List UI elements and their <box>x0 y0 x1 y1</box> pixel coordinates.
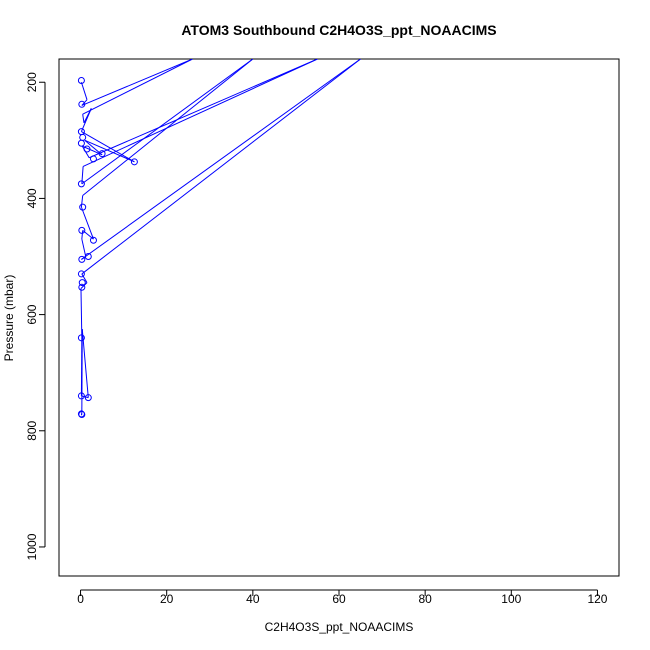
series-segment <box>81 59 254 185</box>
y-axis: 200 400 600 800 1000 <box>25 72 46 560</box>
series-segment <box>81 329 89 398</box>
x-tick-label: 120 <box>587 592 607 606</box>
x-tick-label: 100 <box>501 592 521 606</box>
data-point <box>98 150 106 158</box>
data-point <box>78 226 86 234</box>
chart-title: ATOM3 Southbound C2H4O3S_ppt_NOAACIMS <box>181 22 496 38</box>
series-segment <box>81 59 361 275</box>
data-point <box>84 394 92 402</box>
data-point <box>77 334 85 342</box>
series-segment <box>81 131 135 163</box>
data-point <box>84 253 92 261</box>
series-segment <box>80 82 88 100</box>
series-segment <box>81 273 88 283</box>
data-point <box>83 145 91 153</box>
data-point <box>77 270 85 278</box>
series-segment <box>81 59 193 106</box>
x-tick-label: 60 <box>332 592 346 606</box>
series-segment <box>80 288 83 338</box>
y-tick-label: 1000 <box>25 533 39 560</box>
y-axis-label: Pressure (mbar) <box>2 275 16 362</box>
data-point <box>78 255 86 263</box>
x-tick-label: 40 <box>246 592 260 606</box>
y-tick-label: 200 <box>25 72 39 92</box>
data-point <box>77 76 85 84</box>
series-segment <box>81 238 87 257</box>
series-segment <box>80 108 92 132</box>
x-tick-label: 0 <box>77 592 84 606</box>
data-point <box>77 392 85 400</box>
data-point <box>89 155 97 163</box>
data-point <box>79 203 87 211</box>
x-axis-label: C2H4O3S_ppt_NOAACIMS <box>265 620 414 634</box>
plot-frame <box>58 58 620 577</box>
data-point <box>78 283 86 291</box>
x-tick-label: 80 <box>418 592 432 606</box>
series-segment <box>82 59 254 196</box>
y-tick-label: 400 <box>25 188 39 208</box>
series-segment <box>84 139 135 163</box>
data-point <box>78 411 86 419</box>
data-point <box>79 133 87 141</box>
series-segment <box>80 206 94 240</box>
data-point <box>77 139 85 147</box>
series-segment <box>82 114 85 123</box>
x-tick-label: 20 <box>160 592 174 606</box>
series-segment <box>81 395 89 399</box>
y-tick-label: 600 <box>25 304 39 324</box>
data-point <box>130 158 138 166</box>
series-segment <box>81 230 84 240</box>
data-point <box>78 279 86 287</box>
series-segment <box>80 195 84 208</box>
series-segment <box>82 59 318 167</box>
data-point <box>78 100 86 108</box>
series-group <box>77 59 361 419</box>
data-point <box>89 236 97 244</box>
series-segment <box>82 59 193 115</box>
series-segment <box>88 59 318 159</box>
x-axis: 0 20 40 60 80 100 120 <box>77 589 608 606</box>
data-point <box>77 180 85 188</box>
y-tick-label: 800 <box>25 420 39 440</box>
series-segment <box>81 59 361 260</box>
plot-area <box>77 59 361 419</box>
